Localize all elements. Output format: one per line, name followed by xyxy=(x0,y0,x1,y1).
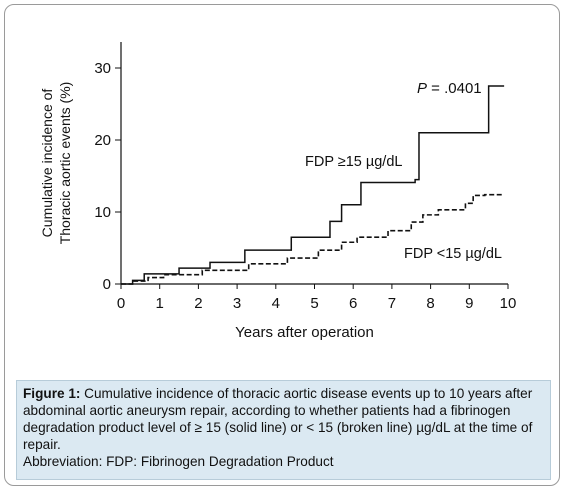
x-tick-label: 3 xyxy=(233,295,241,312)
caption-body: Cumulative incidence of thoracic aortic … xyxy=(23,386,533,452)
x-tick-label: 1 xyxy=(156,295,164,312)
p-value-number: = .0401 xyxy=(427,80,482,97)
x-tick-label: 7 xyxy=(388,295,396,312)
x-tick-label: 5 xyxy=(310,295,318,312)
caption-abbreviation: Abbreviation: FDP: Fibrinogen Degradatio… xyxy=(23,454,334,469)
x-tick-label: 8 xyxy=(426,295,434,312)
x-axis-label: Years after operation xyxy=(235,324,374,341)
y-tick-label: 0 xyxy=(103,276,111,293)
series-label-fdp-high: FDP ≥15 µg/dL xyxy=(305,154,402,170)
y-tick-label: 30 xyxy=(94,60,111,77)
figure-caption: Figure 1: Cumulative incidence of thorac… xyxy=(16,380,551,480)
series-label-fdp-low: FDP <15 µg/dL xyxy=(404,246,502,262)
p-value-symbol: P xyxy=(417,80,427,97)
y-axis-label-line2: Thoracic aortic events (%) xyxy=(57,82,73,245)
series-line-fdp-high xyxy=(121,85,505,285)
x-tick-label: 2 xyxy=(194,295,202,312)
chart-ticks: 0 1 2 3 4 5 6 7 8 9 10 0 10 20 30 xyxy=(94,60,516,312)
chart-series xyxy=(121,85,505,285)
caption-label: Figure 1: xyxy=(23,386,81,401)
x-tick-label: 4 xyxy=(272,295,280,312)
caption-text: Figure 1: Cumulative incidence of thorac… xyxy=(23,385,544,453)
y-tick-label: 10 xyxy=(94,204,111,221)
chart-labels: Years after operation Cumulative incidenc… xyxy=(39,80,502,341)
x-tick-label: 0 xyxy=(117,295,125,312)
y-axis-label-line1: Cumulative incidence of xyxy=(39,89,55,238)
p-value-label: P = .0401 xyxy=(417,80,482,97)
x-tick-label: 9 xyxy=(465,295,473,312)
y-tick-label: 20 xyxy=(94,132,111,149)
x-tick-label: 10 xyxy=(500,295,517,312)
x-tick-label: 6 xyxy=(349,295,357,312)
kaplan-meier-chart: 0 1 2 3 4 5 6 7 8 9 10 0 10 20 30 Years after operatio… xyxy=(39,42,516,341)
series-line-fdp-low xyxy=(121,193,505,285)
